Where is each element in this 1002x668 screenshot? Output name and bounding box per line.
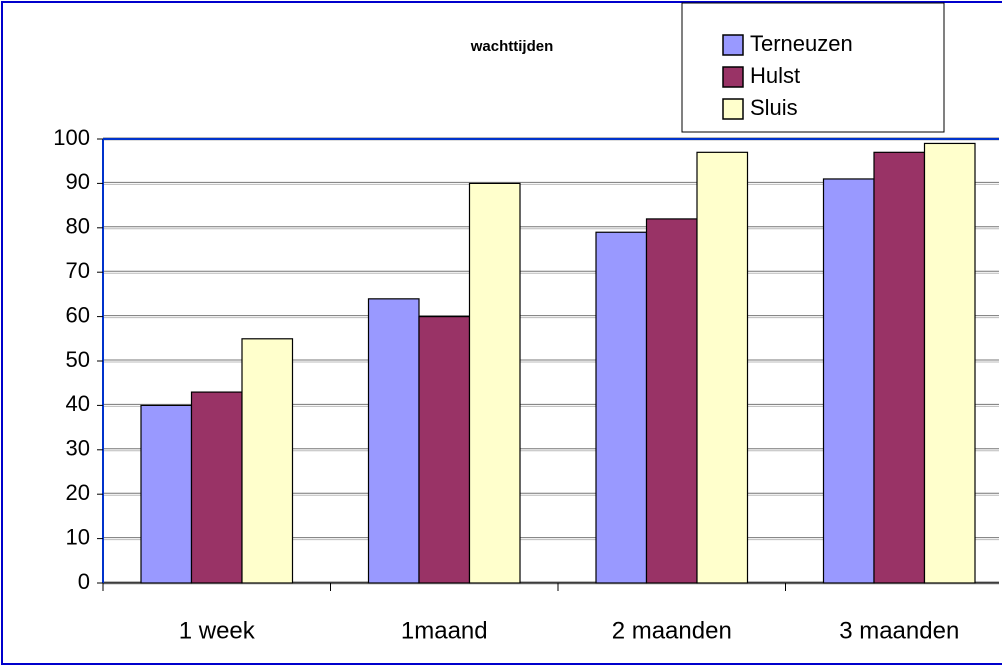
- y-tick-label: 90: [66, 169, 90, 194]
- legend-label: Sluis: [750, 95, 798, 120]
- bar: [141, 405, 192, 583]
- legend-swatch: [723, 99, 743, 119]
- chart: wachttijden 0 10 20 30 40 50 60 70 80 90 100 1 week…: [0, 0, 1002, 668]
- x-tick-label: 1 week: [179, 617, 256, 644]
- y-tick-label: 70: [66, 258, 90, 283]
- y-tick-label: 10: [66, 524, 90, 549]
- bar: [192, 392, 243, 583]
- y-tick-label: 50: [66, 347, 90, 372]
- bar: [369, 299, 420, 583]
- bar: [596, 232, 647, 583]
- bar: [697, 152, 748, 583]
- chart-title: wachttijden: [470, 38, 554, 55]
- bar: [925, 143, 976, 583]
- legend: [682, 3, 944, 132]
- y-tick-label: 80: [66, 214, 90, 239]
- y-tick-label: 60: [66, 302, 90, 327]
- x-tick-label: 3 maanden: [839, 617, 959, 644]
- legend-label: Hulst: [750, 63, 800, 88]
- legend-label: Terneuzen: [750, 31, 853, 56]
- y-tick-label: 30: [66, 436, 90, 461]
- bar: [874, 152, 925, 583]
- bar: [470, 183, 521, 583]
- y-tick-label: 40: [66, 391, 90, 416]
- y-tick-label: 20: [66, 480, 90, 505]
- legend-swatch: [723, 67, 743, 87]
- x-tick-label: 1maand: [401, 617, 488, 644]
- bar: [824, 179, 875, 583]
- bar: [242, 339, 293, 583]
- y-tick-label: 0: [78, 569, 90, 594]
- legend-swatch: [723, 35, 743, 55]
- bar: [419, 317, 470, 583]
- y-tick-label: 100: [53, 125, 90, 150]
- bar: [647, 219, 698, 583]
- x-tick-label: 2 maanden: [612, 617, 732, 644]
